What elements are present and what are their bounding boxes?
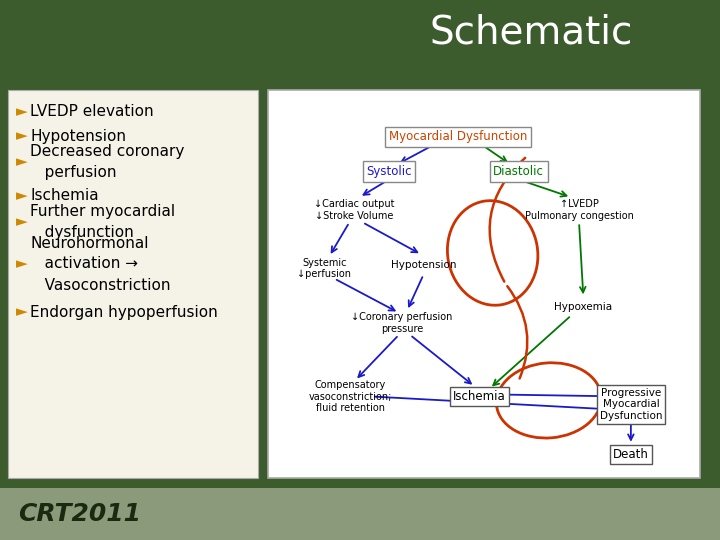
Text: ►: ► — [16, 105, 28, 119]
Text: Endorgan hypoperfusion: Endorgan hypoperfusion — [30, 305, 217, 320]
Text: ►: ► — [16, 305, 28, 320]
Text: Hypoxemia: Hypoxemia — [554, 302, 613, 312]
Text: ►: ► — [16, 154, 28, 170]
Text: Systemic
↓perfusion: Systemic ↓perfusion — [297, 258, 351, 279]
Text: Death: Death — [613, 448, 649, 461]
Text: CRT2011: CRT2011 — [18, 502, 141, 526]
Text: Schematic: Schematic — [430, 13, 634, 51]
Text: ►: ► — [16, 129, 28, 144]
Text: Neurohormonal
   activation →
   Vasoconstriction: Neurohormonal activation → Vasoconstrict… — [30, 235, 171, 293]
Text: ►: ► — [16, 214, 28, 230]
Text: Progressive
Myocardial
Dysfunction: Progressive Myocardial Dysfunction — [600, 388, 662, 421]
Text: Hypotension: Hypotension — [30, 129, 126, 144]
Text: ►: ► — [16, 188, 28, 204]
Bar — [268, 90, 700, 478]
Text: Compensatory
vasoconstriction;
fluid retention: Compensatory vasoconstriction; fluid ret… — [308, 380, 392, 413]
Text: Diastolic: Diastolic — [493, 165, 544, 178]
Text: Ischemia: Ischemia — [30, 188, 99, 204]
Text: Systolic: Systolic — [366, 165, 412, 178]
Bar — [0, 488, 720, 540]
Text: ↓Coronary perfusion
pressure: ↓Coronary perfusion pressure — [351, 312, 453, 334]
Text: Ischemia: Ischemia — [454, 390, 506, 403]
Text: ►: ► — [16, 256, 28, 272]
Text: LVEDP elevation: LVEDP elevation — [30, 105, 153, 119]
Text: Myocardial Dysfunction: Myocardial Dysfunction — [389, 130, 527, 143]
Text: Decreased coronary
   perfusion: Decreased coronary perfusion — [30, 144, 184, 180]
Text: Hypotension: Hypotension — [391, 260, 456, 269]
Text: ↓Cardiac output
↓Stroke Volume: ↓Cardiac output ↓Stroke Volume — [314, 199, 395, 221]
FancyBboxPatch shape — [8, 90, 258, 478]
Text: ↑LVEDP
Pulmonary congestion: ↑LVEDP Pulmonary congestion — [525, 199, 634, 221]
Text: Further myocardial
   dysfunction: Further myocardial dysfunction — [30, 204, 175, 240]
